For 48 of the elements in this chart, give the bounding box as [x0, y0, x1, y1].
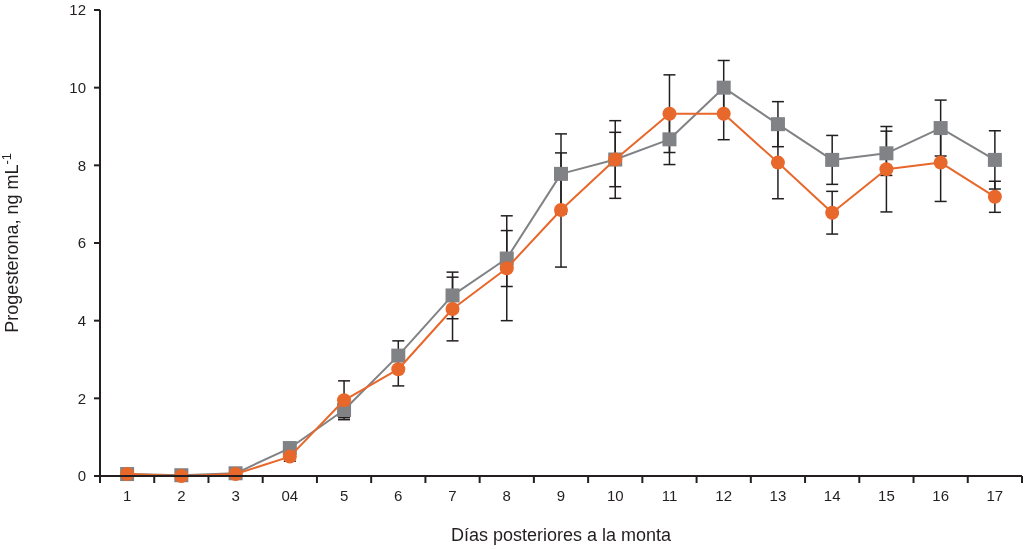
point [879, 162, 894, 177]
point [662, 132, 677, 147]
x-tick-label: 8 [502, 487, 511, 504]
x-axis-title: Días posteriores a la monta [450, 525, 673, 545]
x-tick-label: 14 [823, 487, 841, 504]
x-tick-label: 9 [556, 487, 566, 504]
y-tick-label: 2 [77, 389, 86, 407]
x-tick-label: 15 [878, 487, 895, 504]
point [445, 302, 460, 317]
point [716, 106, 731, 121]
y-tick-label: 12 [69, 1, 86, 19]
x-tick-label: 3 [231, 487, 240, 504]
point [445, 288, 460, 303]
x-tick-label: 1 [122, 487, 132, 504]
x-tick-label: 11 [661, 487, 678, 504]
point [282, 449, 297, 464]
point [337, 393, 352, 408]
point [933, 155, 948, 170]
point [987, 152, 1002, 167]
point [554, 202, 568, 217]
x-tick-label: 17 [986, 487, 1004, 504]
point [716, 80, 731, 95]
y-tick-label: 0 [77, 467, 86, 485]
x-tick-label: 6 [394, 487, 403, 504]
y-tick-label: 4 [77, 311, 86, 329]
x-tick-label: 13 [769, 487, 787, 504]
y-tick-label: 10 [69, 78, 86, 96]
x-tick-label: 7 [448, 487, 457, 504]
point [499, 261, 514, 276]
x-tick-label: 12 [715, 487, 733, 504]
x-tick-label: 04 [281, 487, 299, 504]
x-tick-label: 5 [339, 487, 349, 504]
point [770, 117, 785, 132]
x-tick-label: 10 [606, 487, 624, 504]
point [987, 189, 1002, 204]
point [554, 166, 568, 181]
y-tick-label: 6 [77, 234, 86, 252]
point [391, 348, 406, 363]
point [825, 205, 840, 220]
y-tick-label: 8 [77, 156, 86, 174]
x-tick-label: 2 [177, 487, 186, 504]
point [391, 362, 406, 377]
point [933, 121, 948, 136]
point [879, 146, 894, 161]
x-tick-label: 16 [932, 487, 949, 504]
point [770, 155, 785, 170]
point [825, 152, 840, 167]
point [662, 106, 677, 121]
